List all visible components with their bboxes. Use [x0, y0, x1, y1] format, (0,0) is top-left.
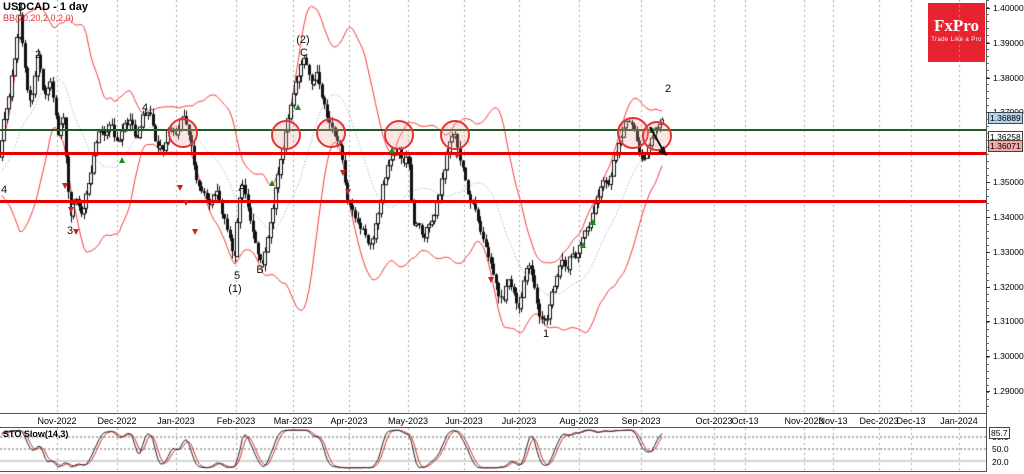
sell-arrow-icon: [454, 153, 460, 159]
price-axis-label: 1.39000: [993, 37, 1024, 48]
buy-arrow-icon: [590, 219, 596, 225]
buy-arrow-icon: [269, 180, 275, 186]
time-axis[interactable]: Nov-2022 Dec-2022 Jan-2023 Feb-2023 Mar-2023…: [0, 414, 986, 427]
date-label: Nov-2023: [784, 416, 824, 426]
date-label: Jun-2023: [445, 416, 483, 426]
price-axis-tick: [986, 42, 990, 44]
price-axis-tick: [986, 216, 990, 218]
price-axis-tick: [986, 391, 990, 393]
price-axis-label: 1.30000: [993, 351, 1024, 362]
sell-arrow-icon: [192, 229, 198, 235]
date-label: Oct-2023: [695, 416, 733, 426]
date-label: Sep-2023: [621, 416, 661, 426]
date-label: Mar-2023: [273, 416, 313, 426]
wave-label: B: [256, 264, 264, 276]
wave-label: 3: [66, 225, 74, 237]
date-label: Apr-2023: [330, 416, 368, 426]
date-label: May-2023: [387, 416, 429, 426]
price-axis-tick: [986, 77, 990, 79]
resistance-line[interactable]: [0, 129, 986, 131]
wave-label: 5: [233, 270, 241, 282]
stoch-panel-top-border: [0, 427, 1024, 428]
stoch-level-label: 50.0: [992, 444, 1009, 454]
wave-label: 2: [664, 83, 672, 95]
date-label: Jan-2023: [157, 416, 195, 426]
buy-arrow-icon: [119, 157, 125, 163]
signal-circle[interactable]: [271, 120, 301, 150]
support-line-1[interactable]: [0, 152, 986, 155]
stochastic-canvas[interactable]: [0, 428, 986, 471]
sell-arrow-icon: [73, 229, 79, 235]
price-chart-canvas[interactable]: [0, 0, 986, 414]
sell-arrow-icon: [488, 277, 494, 283]
wave-label: C: [300, 47, 308, 59]
signal-circle[interactable]: [168, 118, 198, 148]
price-axis-tick: [986, 251, 990, 253]
price-axis-label: 1.33000: [993, 246, 1024, 257]
sell-arrow-icon: [340, 170, 346, 176]
wave-label: 1: [542, 328, 550, 340]
price-axis-label: 1.35000: [993, 177, 1024, 188]
stoch-panel-bottom-border: [0, 471, 1024, 472]
sell-arrow-icon: [183, 200, 189, 206]
price-tag-alert: 1.36071: [988, 140, 1023, 152]
price-axis-label: 1.40000: [993, 3, 1024, 13]
date-label: Oct-13: [731, 416, 759, 426]
wave-label: 4: [0, 184, 8, 196]
date-label: Feb-2023: [216, 416, 256, 426]
date-label: Jul-2023: [501, 416, 537, 426]
chart-timeaxis-separator: [0, 413, 986, 414]
signal-circle[interactable]: [384, 120, 414, 150]
bollinger-indicator-label: BB(20,20,2.0,2.0): [3, 13, 74, 23]
wave-label: A: [238, 182, 246, 194]
price-axis-tick: [986, 182, 990, 184]
signal-circle[interactable]: [316, 118, 346, 148]
price-axis-label: 1.31000: [993, 316, 1024, 327]
symbol-title: USDCAD - 1 day: [3, 1, 88, 13]
wave-label: 2: [34, 49, 42, 61]
wave-label: 3: [16, 2, 24, 14]
date-label: Dec-13: [896, 416, 926, 426]
wave-label: 4: [141, 102, 149, 114]
sell-arrow-icon: [62, 183, 68, 189]
wave-label: (1): [228, 283, 242, 295]
wave-label: (2): [296, 34, 310, 46]
price-axis-tick: [986, 356, 990, 358]
stochastic-indicator-label: STO Slow(14,3): [3, 429, 69, 439]
buy-arrow-icon: [580, 242, 586, 248]
price-axis-label: 1.38000: [993, 72, 1024, 83]
signal-circle[interactable]: [642, 121, 672, 151]
price-axis-label: 1.34000: [993, 211, 1024, 222]
price-axis-label: 1.32000: [993, 281, 1024, 292]
date-label: Jan-2024: [940, 416, 978, 426]
buy-arrow-icon: [389, 147, 395, 153]
stoch-level-label: 20.0: [992, 457, 1009, 467]
date-label: Nov-2022: [37, 416, 77, 426]
price-axis-tick: [986, 286, 990, 288]
date-label: Dec-2022: [97, 416, 137, 426]
sell-arrow-icon: [177, 185, 183, 191]
price-axis-tick: [986, 8, 990, 9]
price-axis-minor-ticks: [986, 0, 989, 412]
date-label: Aug-2023: [559, 416, 599, 426]
date-label: Dec-2023: [859, 416, 899, 426]
price-axis[interactable]: 1.400001.390001.380001.370001.350001.340…: [986, 0, 1024, 474]
sell-arrow-icon: [68, 207, 74, 213]
support-line-2[interactable]: [0, 200, 986, 203]
price-tag-current: 1.36889: [988, 112, 1023, 124]
buy-arrow-icon: [295, 104, 301, 110]
price-axis-tick: [986, 321, 990, 323]
trend-projection-arrow[interactable]: [648, 125, 678, 165]
date-label: Nov-13: [818, 416, 848, 426]
price-axis-label: 1.29000: [993, 386, 1024, 397]
signal-circle[interactable]: [440, 120, 470, 150]
stoch-value-tag: 85.7: [989, 427, 1010, 439]
sell-arrow-icon: [345, 189, 351, 195]
